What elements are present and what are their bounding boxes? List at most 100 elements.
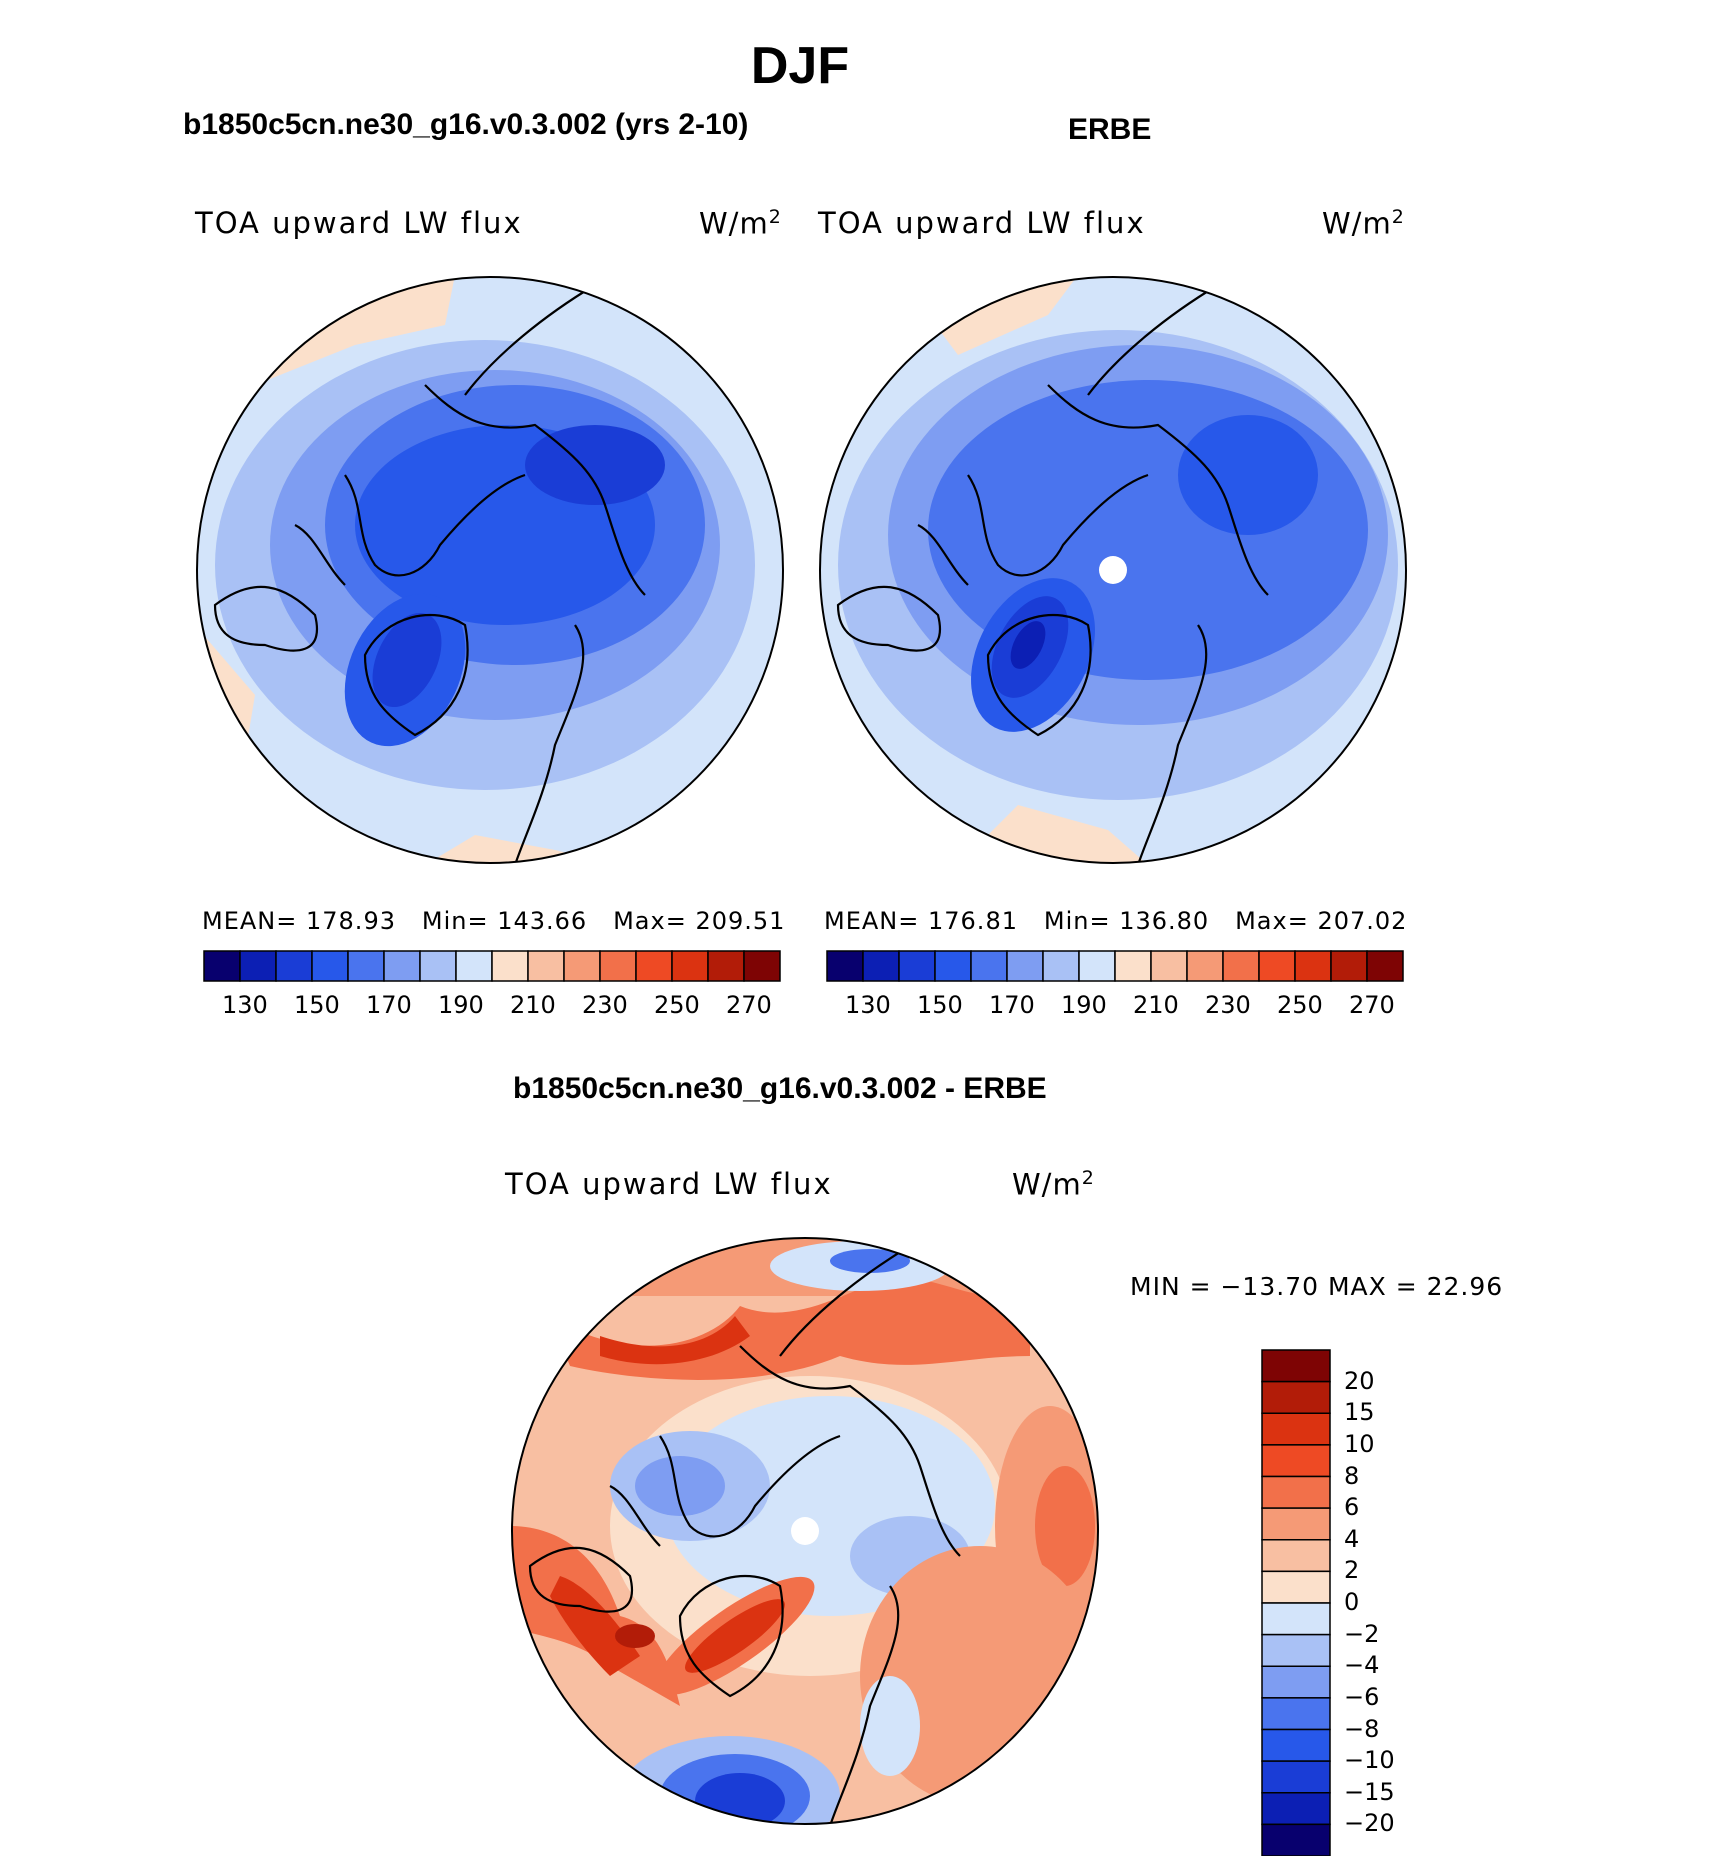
diff-panel-units: W/m2 [1012, 1167, 1095, 1202]
left-panel-title: b1850c5cn.ne30_g16.v0.3.002 (yrs 2-10) [183, 108, 749, 141]
left-stats: MEAN= 178.93 Min= 143.66 Max= 209.51 [202, 907, 786, 935]
colorbar-tick-label: 170 [366, 991, 412, 1019]
colorbar-tick-label: 150 [917, 991, 963, 1019]
diff-panel-variable: TOA upward LW flux [505, 1167, 833, 1201]
colorbar-swatch [1261, 1665, 1331, 1699]
colorbar-tick-label: 15 [1344, 1398, 1375, 1427]
figure-title: DJF [750, 37, 850, 95]
colorbar-tick-label: −10 [1344, 1746, 1395, 1775]
colorbar-swatch [1261, 1728, 1331, 1762]
colorbar-swatch [491, 950, 529, 982]
colorbar-tick-label: −15 [1344, 1777, 1395, 1806]
colorbar-tick-label: 210 [1133, 991, 1179, 1019]
colorbar-swatch [1261, 1633, 1331, 1667]
colorbar-swatch [455, 950, 493, 982]
colorbar-swatch [1261, 1444, 1331, 1478]
colorbar-tick-label: −8 [1344, 1714, 1380, 1743]
colorbar-swatch [635, 950, 673, 982]
colorbar-swatch [1222, 950, 1260, 982]
colorbar-tick-label: −2 [1344, 1619, 1380, 1648]
colorbar-swatch [1261, 1792, 1331, 1826]
colorbar-swatch [1258, 950, 1296, 982]
right-panel-units: W/m2 [1322, 206, 1405, 241]
colorbar-swatch [826, 950, 864, 982]
colorbar-tick-label: 230 [1205, 991, 1251, 1019]
colorbar-swatch [1078, 950, 1116, 982]
colorbar-swatch [1261, 1475, 1331, 1509]
colorbar-swatch [1261, 1697, 1331, 1731]
colorbar-swatch [383, 950, 421, 982]
right-panel-variable: TOA upward LW flux [818, 206, 1146, 240]
colorbar-tick-label: 250 [1277, 991, 1323, 1019]
colorbar-swatch [1042, 950, 1080, 982]
colorbar-swatch [347, 950, 385, 982]
right-panel-title: ERBE [1068, 113, 1152, 146]
left-panel-variable: TOA upward LW flux [195, 206, 523, 240]
colorbar-swatch [1261, 1823, 1331, 1856]
colorbar-tick-label: −4 [1344, 1651, 1380, 1680]
pole-hole [791, 1517, 819, 1545]
left-panel-units: W/m2 [699, 206, 782, 241]
colorbar-tick-label: 250 [654, 991, 700, 1019]
diff-range: MIN = −13.70 MAX = 22.96 [1130, 1272, 1504, 1301]
colorbar-swatch [1261, 1539, 1331, 1573]
colorbar-tick-label: −6 [1344, 1682, 1380, 1711]
colorbar-swatch [203, 950, 241, 982]
left-polar-map [196, 276, 784, 864]
colorbar-swatch [1261, 1507, 1331, 1541]
colorbar-tick-label: 8 [1344, 1461, 1360, 1490]
colorbar-swatch [1261, 1349, 1331, 1383]
right-colorbar [826, 950, 1404, 982]
colorbar-tick-label: 230 [582, 991, 628, 1019]
colorbar-swatch [707, 950, 745, 982]
colorbar-tick-label: 20 [1344, 1366, 1375, 1395]
colorbar-swatch [1261, 1602, 1331, 1636]
colorbar-swatch [970, 950, 1008, 982]
colorbar-swatch [934, 950, 972, 982]
colorbar-swatch [743, 950, 781, 982]
colorbar-swatch [671, 950, 709, 982]
colorbar-tick-label: 4 [1344, 1524, 1360, 1553]
colorbar-tick-label: 190 [438, 991, 484, 1019]
colorbar-tick-label: −20 [1344, 1809, 1395, 1838]
colorbar-swatch [599, 950, 637, 982]
colorbar-tick-label: 170 [989, 991, 1035, 1019]
colorbar-swatch [527, 950, 565, 982]
colorbar-swatch [898, 950, 936, 982]
colorbar-swatch [1006, 950, 1044, 982]
colorbar-swatch [1261, 1380, 1331, 1414]
colorbar-swatch [1261, 1412, 1331, 1446]
colorbar-swatch [275, 950, 313, 982]
colorbar-swatch [1366, 950, 1404, 982]
colorbar-swatch [311, 950, 349, 982]
pole-hole [1099, 556, 1127, 584]
colorbar-swatch [1186, 950, 1224, 982]
right-polar-map [819, 276, 1407, 864]
diff-polar-map [511, 1237, 1099, 1825]
colorbar-tick-label: 2 [1344, 1556, 1360, 1585]
colorbar-swatch [1114, 950, 1152, 982]
colorbar-tick-label: 6 [1344, 1493, 1360, 1522]
colorbar-swatch [1330, 950, 1368, 982]
diff-colorbar [1261, 1349, 1331, 1856]
colorbar-tick-label: 10 [1344, 1429, 1375, 1458]
diff-panel-title: b1850c5cn.ne30_g16.v0.3.002 - ERBE [513, 1072, 1047, 1105]
colorbar-tick-label: 270 [1349, 991, 1395, 1019]
left-colorbar [203, 950, 781, 982]
colorbar-swatch [1261, 1760, 1331, 1794]
colorbar-swatch [862, 950, 900, 982]
colorbar-swatch [1294, 950, 1332, 982]
colorbar-swatch [239, 950, 277, 982]
colorbar-tick-label: 0 [1344, 1588, 1360, 1616]
right-stats: MEAN= 176.81 Min= 136.80 Max= 207.02 [824, 907, 1408, 935]
colorbar-swatch [419, 950, 457, 982]
colorbar-tick-label: 270 [726, 991, 772, 1019]
colorbar-swatch [563, 950, 601, 982]
colorbar-swatch [1150, 950, 1188, 982]
colorbar-tick-label: 190 [1061, 991, 1107, 1019]
colorbar-tick-label: 150 [294, 991, 340, 1019]
colorbar-swatch [1261, 1570, 1331, 1604]
colorbar-tick-label: 130 [845, 991, 891, 1019]
colorbar-tick-label: 210 [510, 991, 556, 1019]
colorbar-tick-label: 130 [222, 991, 268, 1019]
